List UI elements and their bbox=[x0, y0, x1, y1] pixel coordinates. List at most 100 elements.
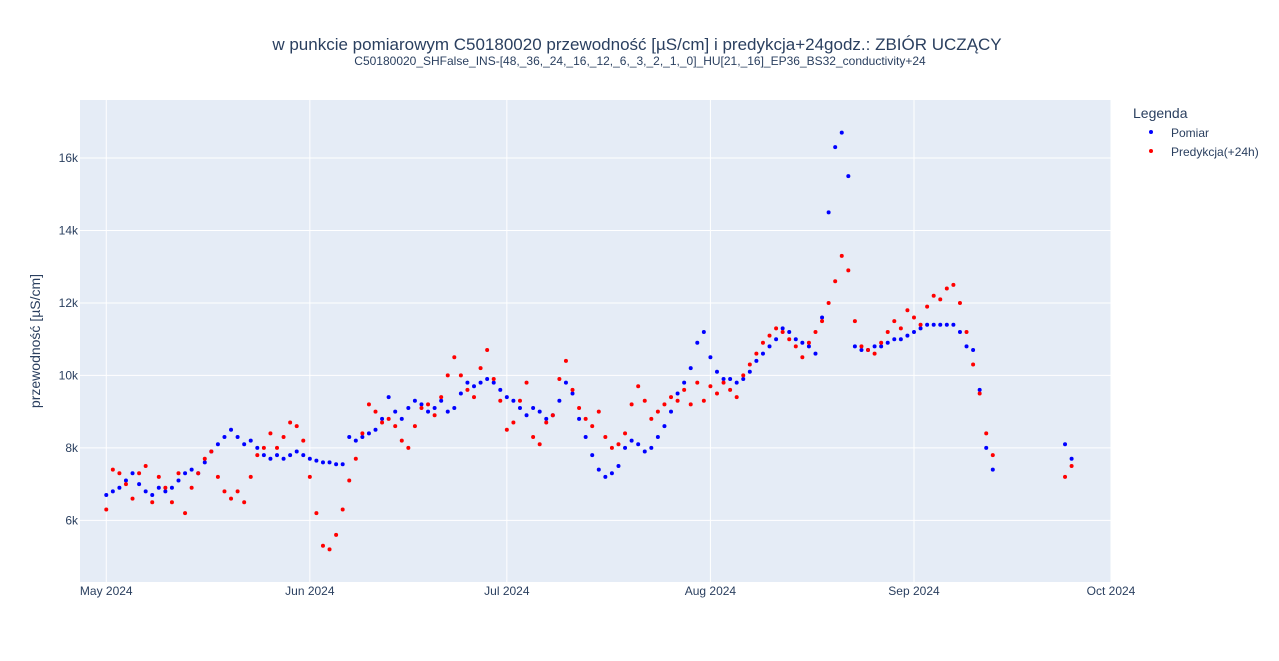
y-tick-label: 6k bbox=[65, 513, 79, 527]
data-point bbox=[104, 493, 109, 498]
data-point bbox=[603, 435, 608, 440]
data-point bbox=[787, 337, 792, 342]
legend: Legenda Pomiar Predykcja(+24h) bbox=[1133, 105, 1259, 159]
data-point bbox=[688, 402, 693, 407]
data-point bbox=[734, 395, 739, 400]
data-point bbox=[156, 485, 161, 490]
data-point bbox=[846, 174, 851, 179]
data-point bbox=[104, 507, 109, 512]
series-predykcja bbox=[104, 253, 1074, 552]
data-point bbox=[557, 398, 562, 403]
data-point bbox=[984, 445, 989, 450]
plot-area[interactable] bbox=[80, 100, 1111, 582]
data-point bbox=[964, 329, 969, 334]
data-point bbox=[393, 409, 398, 414]
data-point bbox=[806, 340, 811, 345]
legend-title: Legenda bbox=[1133, 105, 1188, 121]
data-point bbox=[911, 329, 916, 334]
legend-item-pomiar[interactable]: Pomiar bbox=[1149, 126, 1209, 140]
data-point bbox=[885, 340, 890, 345]
data-point bbox=[202, 460, 207, 465]
data-point bbox=[957, 300, 962, 305]
data-point bbox=[931, 293, 936, 298]
data-point bbox=[754, 351, 759, 356]
data-point bbox=[944, 322, 949, 327]
data-point bbox=[531, 406, 536, 411]
data-point bbox=[793, 344, 798, 349]
legend-label-pomiar: Pomiar bbox=[1171, 126, 1209, 140]
data-point bbox=[820, 319, 825, 324]
data-point bbox=[169, 500, 174, 505]
data-point bbox=[826, 210, 831, 215]
data-point bbox=[452, 355, 457, 360]
data-point bbox=[852, 319, 857, 324]
data-point bbox=[728, 387, 733, 392]
x-tick-label: Jul 2024 bbox=[484, 584, 530, 598]
data-point bbox=[327, 547, 332, 552]
data-point bbox=[143, 489, 148, 494]
data-point bbox=[971, 348, 976, 353]
data-point bbox=[445, 409, 450, 414]
data-point bbox=[406, 406, 411, 411]
data-point bbox=[412, 424, 417, 429]
data-point bbox=[248, 474, 253, 479]
data-point bbox=[340, 462, 345, 467]
data-point bbox=[248, 438, 253, 443]
data-point bbox=[655, 409, 660, 414]
data-point bbox=[964, 344, 969, 349]
data-point bbox=[340, 507, 345, 512]
legend-item-predykcja[interactable]: Predykcja(+24h) bbox=[1149, 145, 1259, 159]
data-point bbox=[498, 387, 503, 392]
data-point bbox=[268, 431, 273, 436]
data-point bbox=[268, 456, 273, 461]
data-point bbox=[242, 442, 247, 447]
data-point bbox=[117, 485, 122, 490]
data-point bbox=[202, 456, 207, 461]
data-point bbox=[458, 391, 463, 396]
data-point bbox=[281, 435, 286, 440]
data-point bbox=[675, 391, 680, 396]
data-point bbox=[866, 348, 871, 353]
data-point bbox=[215, 442, 220, 447]
data-point bbox=[163, 489, 168, 494]
data-point bbox=[373, 409, 378, 414]
data-point bbox=[439, 395, 444, 400]
data-point bbox=[833, 145, 838, 150]
data-point bbox=[386, 416, 391, 421]
data-point bbox=[859, 344, 864, 349]
data-point bbox=[537, 409, 542, 414]
data-point bbox=[314, 458, 319, 463]
data-point bbox=[229, 496, 234, 501]
data-point bbox=[524, 413, 529, 418]
data-point bbox=[156, 474, 161, 479]
y-axis-title: przewodność [µS/cm] bbox=[27, 274, 43, 408]
data-point bbox=[669, 409, 674, 414]
data-point bbox=[281, 456, 286, 461]
chart-title: w punkcie pomiarowym C50180020 przewodno… bbox=[271, 35, 1001, 54]
data-point bbox=[137, 482, 142, 487]
grid bbox=[80, 100, 1112, 582]
data-point bbox=[130, 471, 135, 476]
data-point bbox=[669, 395, 674, 400]
data-point bbox=[734, 380, 739, 385]
data-point bbox=[307, 456, 312, 461]
data-point bbox=[419, 402, 424, 407]
data-point bbox=[931, 322, 936, 327]
data-point bbox=[879, 340, 884, 345]
data-point bbox=[741, 377, 746, 382]
data-point bbox=[918, 326, 923, 331]
data-point bbox=[294, 424, 299, 429]
data-point bbox=[570, 391, 575, 396]
data-point bbox=[649, 445, 654, 450]
data-point bbox=[360, 435, 365, 440]
data-point bbox=[977, 387, 982, 392]
data-point bbox=[951, 282, 956, 287]
data-point bbox=[708, 355, 713, 360]
data-point bbox=[163, 485, 168, 490]
data-point bbox=[609, 471, 614, 476]
data-point bbox=[426, 402, 431, 407]
data-point bbox=[150, 493, 155, 498]
data-point bbox=[222, 435, 227, 440]
data-point bbox=[320, 543, 325, 548]
data-point bbox=[577, 416, 582, 421]
